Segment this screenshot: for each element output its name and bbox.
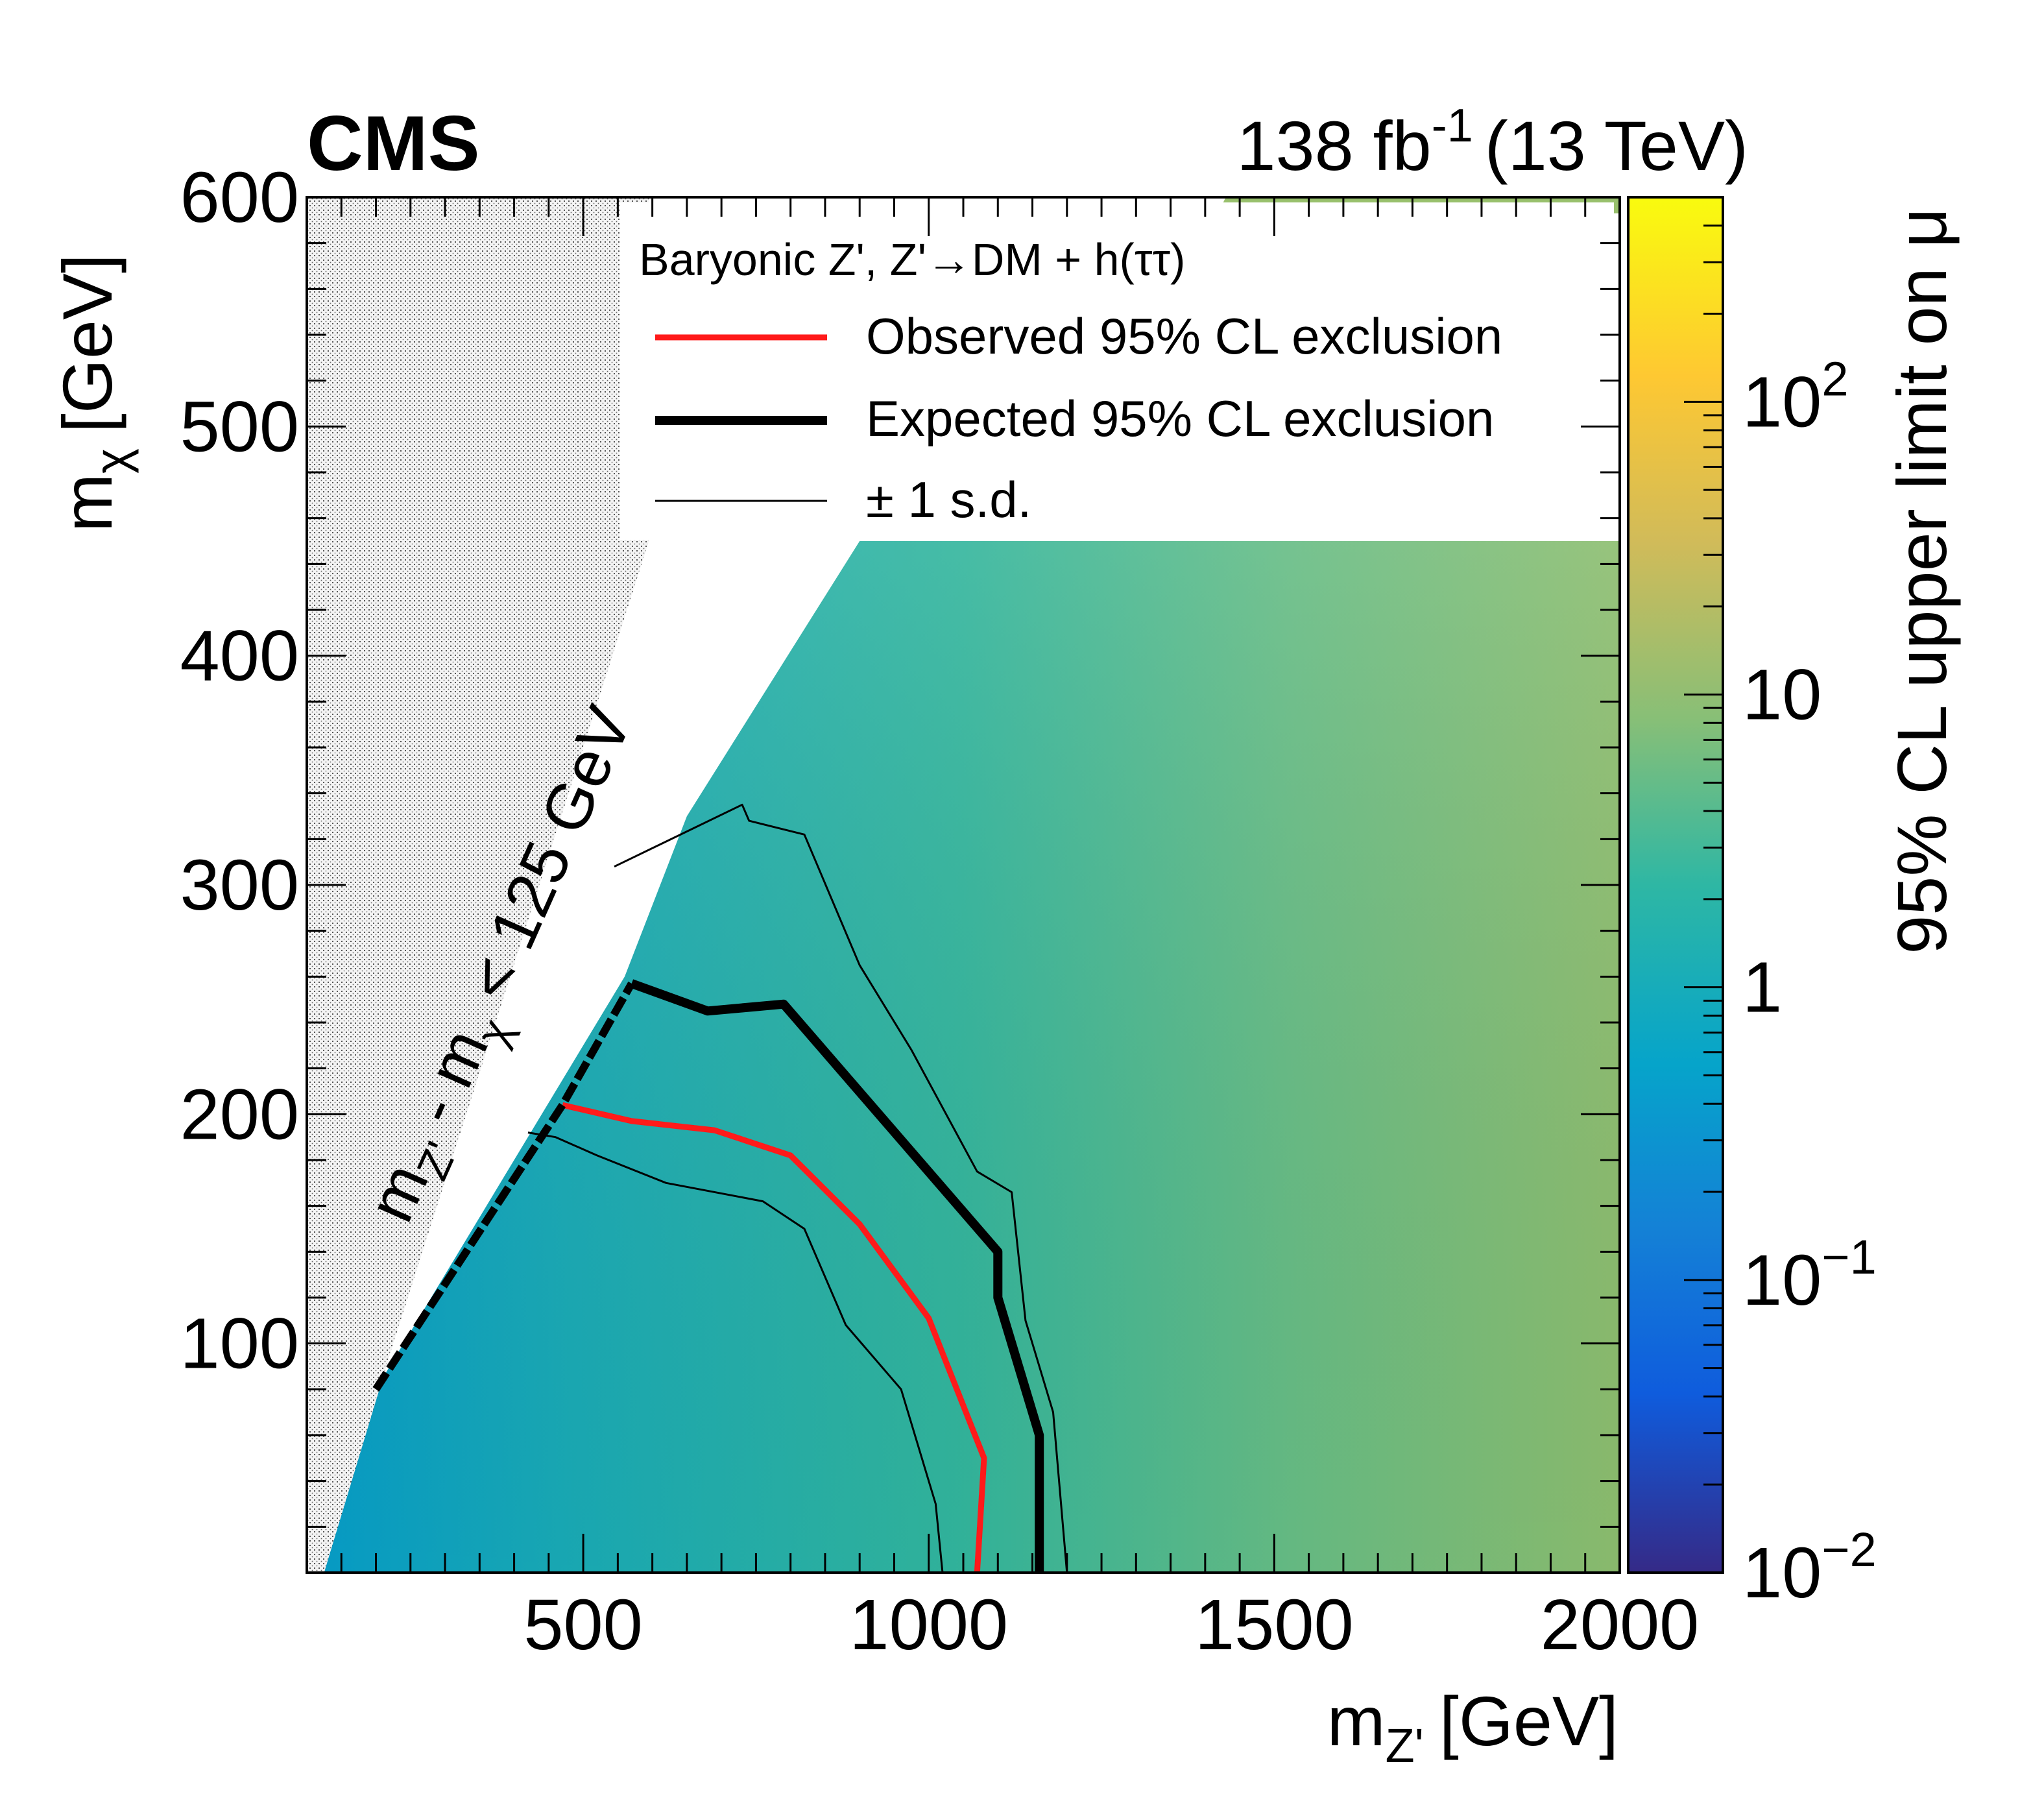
legend-label-band: ± 1 s.d. [866,471,1031,528]
y-axis-label-unit: [GeV] [48,254,126,433]
plus-1sd-contour [614,803,1068,1573]
excluded-region-fill [307,197,649,1573]
x-axis-label-main: m [1327,1682,1386,1760]
z-tick-label: 1 [1742,948,1782,1028]
z-tick-label-base: 10 [1742,655,1822,735]
legend-box [619,202,1614,540]
y-tick-label: 500 [180,387,299,466]
z-tick-label: 10−1 [1742,1230,1877,1320]
y-tick-label: 400 [180,616,299,696]
x-tick-label: 500 [523,1585,643,1665]
y-tick-label: 300 [180,845,299,925]
z-tick-label-exponent: 2 [1822,352,1848,405]
axis-tick-labels: 500 1000 1500 2000 100 200 300 400 500 600 [180,158,1699,1665]
z-tick-label-exponent: −1 [1822,1230,1876,1284]
z-tick-label-base: 10 [1742,1533,1822,1613]
lumi-value: 138 fb [1236,106,1431,185]
z-tick-label: 10−2 [1742,1523,1877,1613]
z-tick-label-base: 10 [1742,1240,1822,1320]
x-axis-label-sub: Z' [1386,1719,1424,1773]
x-axis-label: mZ' [GeV] [1327,1682,1618,1773]
legend-label-observed: Observed 95% CL exclusion [866,308,1502,365]
experiment-label: CMS [307,100,480,187]
x-tick-label: 1500 [1195,1585,1354,1665]
exclusion-contours [372,803,1068,1573]
y-tick-label: 200 [180,1074,299,1154]
y-axis-label-sub: χ [85,448,139,474]
y-tick-label: 100 [180,1304,299,1384]
legend-title: Baryonic Z', Z'→DM + h(ττ) [639,234,1185,285]
z-tick-label: 102 [1742,352,1849,442]
y-axis-label-main: m [48,474,126,532]
y-axis-label: mχ [GeV] [48,254,139,532]
axis-ticks [307,196,1621,1573]
legend: Baryonic Z', Z'→DM + h(ττ) Observed 95% … [619,202,1614,540]
z-axis-label: 95% CL upper limit on μ [1882,208,1961,954]
expected-contour [630,979,1044,1573]
color-scale-bar [1627,196,1724,1574]
heatmap-region [307,197,1620,1573]
color-scale-ticks [1684,196,1723,1574]
excluded-kinematic-region [307,197,649,1573]
legend-label-expected: Expected 95% CL exclusion [866,390,1494,447]
lumi-exponent: -1 [1432,100,1473,152]
luminosity-label: 138 fb-1 (13 TeV) [1236,100,1748,185]
z-tick-label-exponent: −2 [1822,1523,1876,1577]
energy-value: (13 TeV) [1485,106,1748,185]
z-tick-label: 10 [1742,655,1822,735]
z-tick-label-base: 1 [1742,948,1782,1028]
x-axis-label-unit: [GeV] [1439,1682,1618,1760]
y-tick-label: 600 [180,158,299,237]
x-tick-label: 2000 [1541,1585,1700,1665]
heatmap-shading [307,541,1620,1573]
kinematic-edge-line [372,981,635,1392]
x-tick-label: 1000 [849,1585,1008,1665]
z-tick-label-base: 10 [1742,362,1822,442]
minus-1sd-contour [527,1131,944,1573]
observed-contour [562,1102,987,1573]
